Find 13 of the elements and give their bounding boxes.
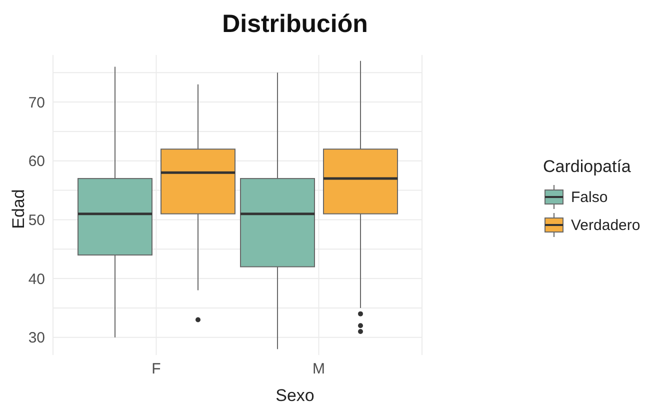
chart-title: Distribución [221,10,369,39]
legend-label: Falso [571,188,608,206]
x-axis-title: Sexo [274,386,316,406]
y-tick-label: 50 [28,212,45,230]
y-tick-label: 60 [28,153,45,170]
x-tick-label: M [312,360,325,378]
y-axis-title: Edad [9,188,28,231]
y-tick-label: 40 [28,270,45,288]
y-tick-label: 30 [28,330,45,347]
x-tick-label: F [152,360,161,378]
y-tick-label: 70 [28,94,45,112]
legend-label: Verdadero [571,216,640,234]
legend-title: Cardiopatía [543,157,632,177]
